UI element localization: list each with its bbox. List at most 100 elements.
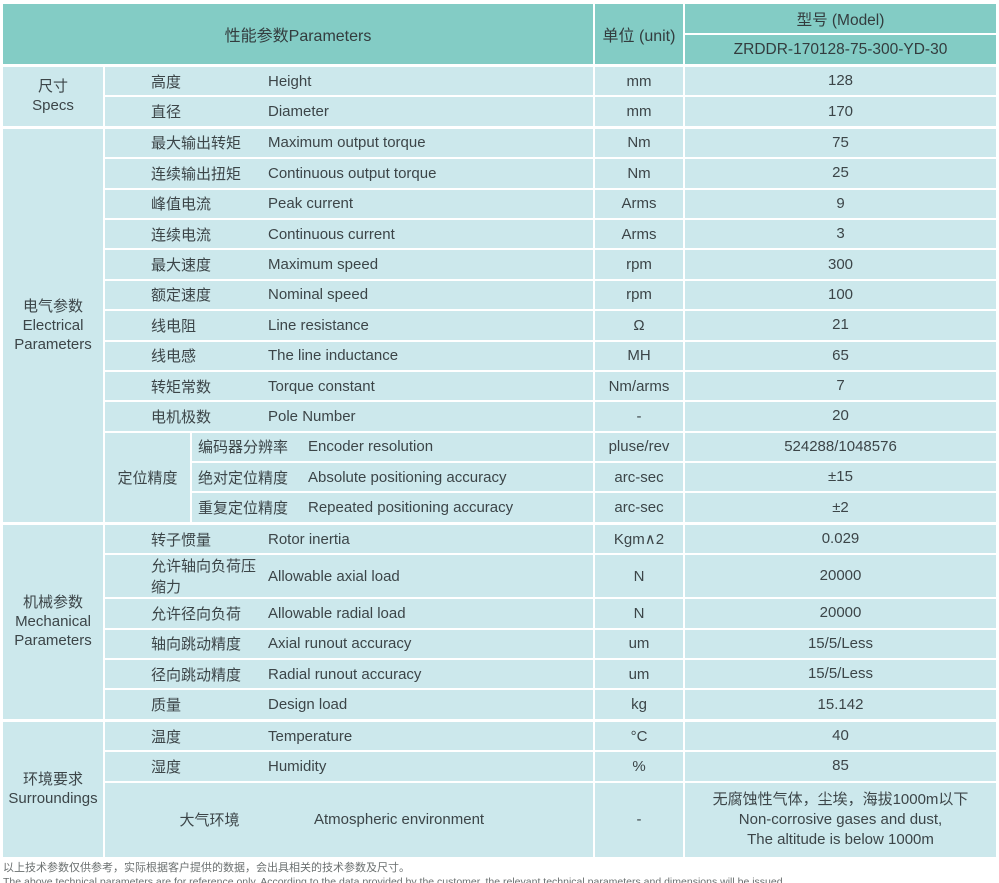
footnote-en: The above technical parameters are for r… (3, 875, 786, 883)
value-line: 无腐蚀性气体，尘埃，海拔1000m以下 (712, 790, 969, 808)
table-row: 绝对定位精度 Absolute positioning accuracy arc-s… (192, 463, 996, 492)
param-name-en: Axial runout accuracy (268, 635, 412, 653)
unit-cell: N (595, 555, 683, 598)
value-cell: ±15 (685, 463, 996, 492)
table-row: 质量 Design load kg 15.142 (105, 690, 996, 719)
param-name-en: Continuous current (268, 225, 395, 243)
value-cell: ±2 (685, 493, 996, 522)
param-cell: 电机极数 Pole Number (105, 402, 593, 431)
param-cell: 额定速度 Nominal speed (105, 280, 593, 310)
model-header-cell: 型号 (Model) ZRDDR-170128-75-300-YD-30 (685, 4, 996, 64)
param-name-en: Allowable axial load (268, 567, 400, 585)
table-row: 连续输出扭矩 Continuous output torque Nm 25 (105, 159, 996, 188)
model-number: ZRDDR-170128-75-300-YD-30 (685, 35, 996, 64)
subgroup-rows: 编码器分辨率 Encoder resolution pluse/rev 524288/… (192, 432, 996, 522)
footnote: 以上技术参数仅供参考，实际根据客户提供的数据，会出具相关的技术参数及尺寸。 Th… (3, 861, 999, 883)
parameters-header-cell: 性能参数Parameters (3, 4, 593, 64)
unit-cell: mm (595, 67, 683, 96)
group-label: 尺寸 Specs (3, 67, 103, 126)
param-name-en: Peak current (268, 195, 354, 213)
unit-cell: rpm (595, 250, 683, 279)
param-cell: 转子惯量 Rotor inertia (105, 524, 593, 554)
value-cell: 7 (685, 371, 996, 401)
param-name-cn: 连续电流 (151, 226, 212, 244)
param-name-cn: 线电阻 (151, 317, 197, 335)
param-name-en: Continuous output torque (268, 164, 437, 182)
value-cell: 100 (685, 280, 996, 310)
group-label-line: Parameters (14, 335, 92, 353)
table-row: 编码器分辨率 Encoder resolution pluse/rev 524288/… (192, 432, 996, 462)
param-name-en: Nominal speed (268, 286, 369, 304)
param-name-en: Torque constant (268, 377, 375, 395)
unit-cell: um (595, 660, 683, 689)
param-name-en: Height (268, 72, 312, 90)
value-cell: 无腐蚀性气体，尘埃，海拔1000m以下 Non-corrosive gases a… (685, 782, 996, 857)
param-name-en: Design load (268, 696, 348, 714)
param-name-en: Encoder resolution (308, 438, 434, 456)
param-cell: 直径 Diameter (105, 97, 593, 126)
table-row: 最大输出转矩 Maximum output torque Nm 75 (105, 128, 996, 158)
param-name-en: Maximum output torque (268, 134, 426, 152)
value-cell: 15/5/Less (685, 660, 996, 689)
value-cell: 85 (685, 752, 996, 781)
param-cell: 允许径向负荷 Allowable radial load (105, 599, 593, 628)
value-cell: 20 (685, 402, 996, 431)
unit-cell: Nm (595, 159, 683, 188)
unit-cell: um (595, 629, 683, 659)
value-cell: 20000 (685, 555, 996, 598)
value-line: Non-corrosive gases and dust, (738, 810, 943, 828)
table-body: 尺寸 Specs 高度 Height mm 128 直径 Diameter mm 170 电气参数 E… (3, 67, 996, 857)
group-rows: 转子惯量 Rotor inertia Kgm∧2 0.029 允许轴向负荷压缩力 Allo… (105, 524, 996, 719)
param-name-cn: 大气环境 (179, 812, 240, 830)
param-cell: 径向跳动精度 Radial runout accuracy (105, 660, 593, 689)
group-label-line: Specs (32, 97, 74, 115)
param-name-en: Absolute positioning accuracy (308, 468, 507, 486)
param-cell: 重复定位精度 Repeated positioning accuracy (192, 493, 593, 522)
unit-cell: °C (595, 721, 683, 751)
param-name-en: Maximum speed (268, 256, 379, 274)
value-cell: 25 (685, 159, 996, 188)
unit-cell: N (595, 599, 683, 628)
table-row: 峰值电流 Peak current Arms 9 (105, 189, 996, 218)
table-row: 直径 Diameter mm 170 (105, 97, 996, 126)
table-row: 最大速度 Maximum speed rpm 300 (105, 250, 996, 279)
param-name-en: Repeated positioning accuracy (308, 499, 514, 517)
value-cell: 170 (685, 97, 996, 126)
table-row: 线电阻 Line resistance Ω 21 (105, 311, 996, 340)
group-rows: 高度 Height mm 128 直径 Diameter mm 170 (105, 67, 996, 126)
unit-cell: Nm/arms (595, 371, 683, 401)
param-name-cn: 最大速度 (151, 257, 212, 275)
group-section-surroundings: 环境要求 Surroundings 温度 Temperature °C 40 湿度 Humid… (3, 721, 996, 857)
positioning-accuracy-subgroup: 定位精度 编码器分辨率 Encoder resolution pluse/rev 524… (105, 432, 996, 522)
param-cell: 编码器分辨率 Encoder resolution (192, 432, 593, 462)
value-cell: 40 (685, 721, 996, 751)
value-cell: 15/5/Less (685, 629, 996, 659)
table-row: 轴向跳动精度 Axial runout accuracy um 15/5/Less (105, 629, 996, 659)
param-name-cn: 重复定位精度 (198, 500, 289, 518)
param-name-cn: 直径 (151, 104, 182, 122)
param-name-en: Temperature (268, 727, 353, 745)
group-label-line: 尺寸 (37, 78, 68, 96)
param-name-cn: 编码器分辨率 (198, 439, 289, 457)
unit-cell: - (595, 402, 683, 431)
value-cell: 20000 (685, 599, 996, 628)
value-cell: 75 (685, 128, 996, 158)
unit-cell: MH (595, 341, 683, 370)
group-label: 机械参数 Mechanical Parameters (3, 524, 103, 719)
param-name-en: Line resistance (268, 316, 369, 334)
group-label-line: Electrical (22, 316, 84, 334)
group-label-line: 机械参数 (22, 594, 83, 612)
table-row: 温度 Temperature °C 40 (105, 721, 996, 751)
param-name-en: Diameter (268, 103, 329, 121)
table-header: 性能参数Parameters 单位 (unit) 型号 (Model) ZRDD… (3, 4, 996, 64)
table-row: 允许径向负荷 Allowable radial load N 20000 (105, 599, 996, 628)
table-row: 径向跳动精度 Radial runout accuracy um 15/5/Less (105, 660, 996, 689)
group-label-line: 电气参数 (22, 297, 83, 315)
param-cell: 连续电流 Continuous current (105, 219, 593, 249)
table-row: 转子惯量 Rotor inertia Kgm∧2 0.029 (105, 524, 996, 554)
param-name-cn: 高度 (151, 73, 182, 91)
table-row: 高度 Height mm 128 (105, 67, 996, 96)
table-row: 湿度 Humidity% 85 (105, 752, 996, 781)
table-row: 重复定位精度 Repeated positioning accuracy arc-s… (192, 493, 996, 522)
group-label-line: Parameters (14, 632, 92, 650)
